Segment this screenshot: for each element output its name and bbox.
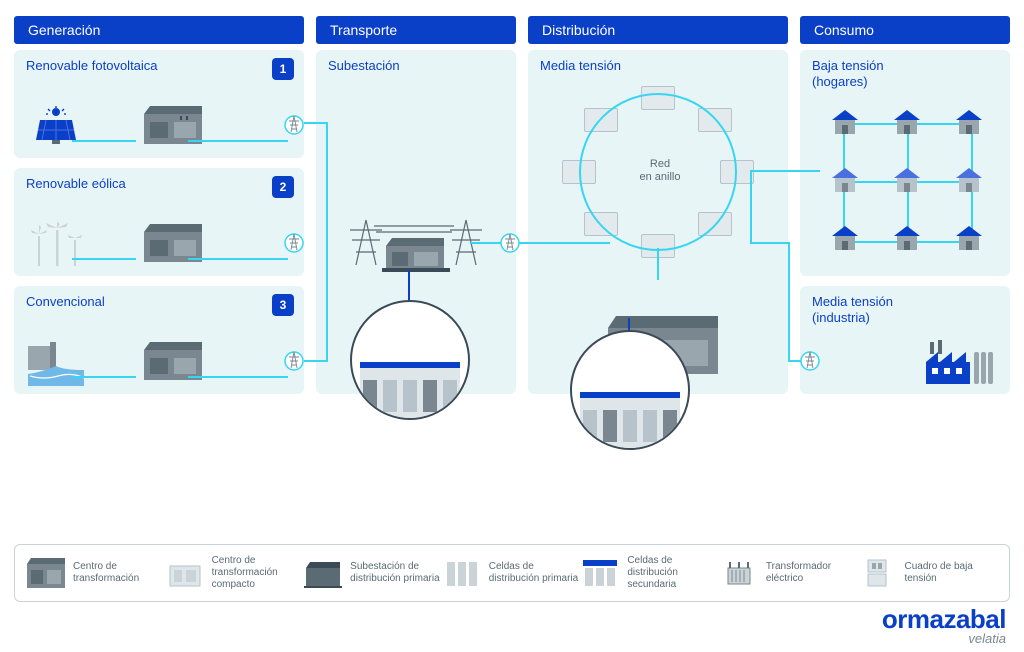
panel-ind-title-l2: (industria) <box>812 310 870 325</box>
house-icon <box>830 166 860 192</box>
legend-primary-cells-icon <box>443 558 481 588</box>
transform-center-icon <box>144 224 202 262</box>
panel-wind-title: Renovable eólica <box>26 176 126 191</box>
legend-item: Centro de transformación <box>27 558 166 588</box>
flow-line <box>188 258 288 260</box>
zoom-leader-line <box>408 270 410 304</box>
flow-line <box>470 242 610 244</box>
tower-icon <box>284 346 304 376</box>
solar-icon <box>32 106 80 144</box>
badge-1: 1 <box>272 58 294 80</box>
house-icon <box>954 224 984 250</box>
tower-icon <box>284 228 304 258</box>
legend-label: Cuadro de baja tensión <box>904 561 997 585</box>
panel-lv: Baja tensión (hogares) <box>800 50 1010 276</box>
flow-line <box>72 376 136 378</box>
legend-item: Centro de transformación compacto <box>166 555 305 591</box>
house-icon <box>892 108 922 134</box>
panel-industry: Media tensión (industria) <box>800 286 1010 394</box>
flow-line <box>304 122 328 124</box>
flow-line <box>750 170 752 244</box>
tower-icon <box>800 346 820 376</box>
flow-line <box>750 170 820 172</box>
house-icon <box>954 108 984 134</box>
flow-line <box>326 242 328 362</box>
header-consumption: Consumo <box>800 16 1010 44</box>
legend-label: Celdas de distribución secundaria <box>627 555 720 591</box>
ring-label-line1: Red <box>650 158 670 170</box>
header-generation: Generación <box>14 16 304 44</box>
legend: Centro de transformación Centro de trans… <box>14 544 1010 602</box>
legend-label: Celdas de distribución primaria <box>489 561 582 585</box>
legend-item: Transformador eléctrico <box>720 558 859 588</box>
legend-label: Centro de transformación compacto <box>212 555 305 591</box>
house-icon <box>954 166 984 192</box>
zoom-mv-detail <box>570 330 690 450</box>
badge-3: 3 <box>272 294 294 316</box>
legend-item: Subestación de distribución primaria <box>304 558 443 588</box>
legend-transformer-icon <box>720 558 758 588</box>
flow-line <box>304 360 328 362</box>
header-distribution: Distribución <box>528 16 788 44</box>
house-icon <box>830 108 860 134</box>
house-icon <box>892 166 922 192</box>
flow-line <box>188 376 288 378</box>
flow-line <box>788 242 790 362</box>
legend-lv-panel-icon <box>858 558 896 588</box>
legend-secondary-cells-icon <box>581 558 619 588</box>
flow-line <box>72 258 136 260</box>
legend-label: Centro de transformación <box>73 561 166 585</box>
legend-transform-center-icon <box>27 558 65 588</box>
flow-line <box>72 140 136 142</box>
brand-logo: ormazabal velatia <box>882 604 1006 646</box>
legend-label: Subestación de distribución primaria <box>350 561 443 585</box>
transform-center-icon <box>144 106 202 144</box>
panel-lv-title-l1: Baja tensión <box>812 58 884 73</box>
substation-icon <box>346 210 486 280</box>
panel-ind-title: Media tensión (industria) <box>812 294 893 327</box>
zoom-substation-detail <box>350 300 470 420</box>
tower-icon <box>500 228 520 258</box>
header-transport: Transporte <box>316 16 516 44</box>
house-icon <box>830 224 860 250</box>
legend-label: Transformador eléctrico <box>766 561 859 585</box>
panel-lv-title: Baja tensión (hogares) <box>812 58 884 91</box>
flow-line <box>750 242 788 244</box>
legend-item: Cuadro de baja tensión <box>858 558 997 588</box>
flow-line <box>188 140 288 142</box>
panel-lv-title-l2: (hogares) <box>812 74 868 89</box>
factory-icon <box>926 338 996 384</box>
ring-label-line2: en anillo <box>640 171 681 183</box>
legend-item: Celdas de distribución secundaria <box>581 555 720 591</box>
badge-2: 2 <box>272 176 294 198</box>
legend-primary-substation-icon <box>304 558 342 588</box>
tower-icon <box>284 110 304 140</box>
legend-item: Celdas de distribución primaria <box>443 558 582 588</box>
transform-center-icon <box>144 342 202 380</box>
flow-line <box>657 248 659 280</box>
hydro-icon <box>28 342 86 386</box>
ring-label: Red en anillo <box>638 158 682 184</box>
panel-ind-title-l1: Media tensión <box>812 294 893 309</box>
legend-compact-center-icon <box>166 558 204 588</box>
panel-conv-title: Convencional <box>26 294 105 309</box>
house-icon <box>892 224 922 250</box>
panel-sub-title: Subestación <box>328 58 400 73</box>
flow-line <box>326 124 328 244</box>
panel-mv-title: Media tensión <box>540 58 621 73</box>
panel-pv-title: Renovable fotovoltaica <box>26 58 158 73</box>
